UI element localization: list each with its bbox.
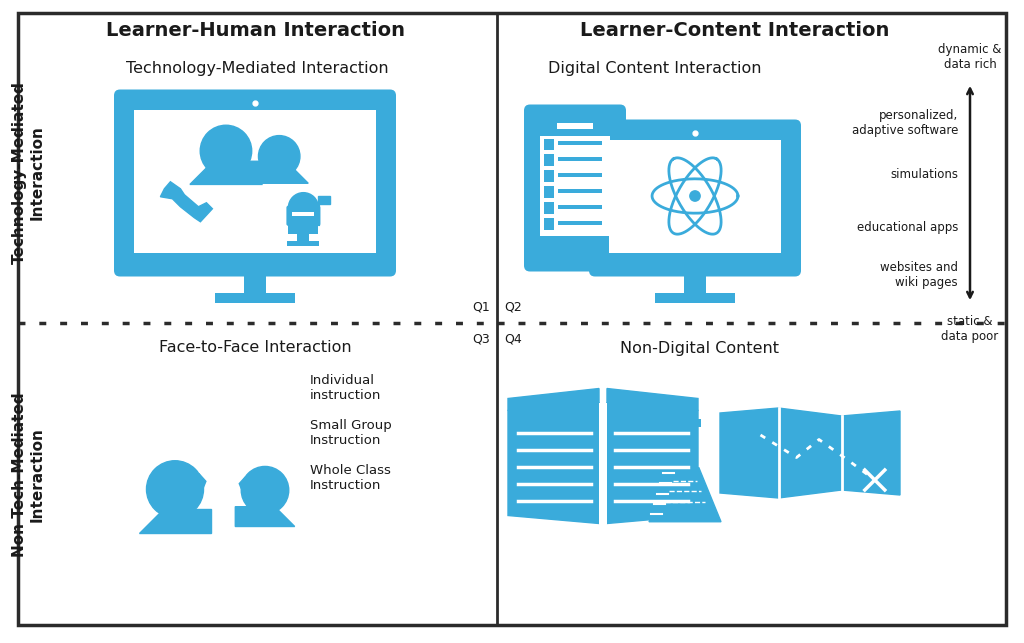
Polygon shape xyxy=(778,408,842,498)
Polygon shape xyxy=(248,165,308,183)
Bar xyxy=(609,140,781,253)
Text: Small Group
Instruction: Small Group Instruction xyxy=(310,419,392,447)
Text: Digital Content Interaction: Digital Content Interaction xyxy=(548,60,762,75)
Polygon shape xyxy=(236,507,295,527)
FancyBboxPatch shape xyxy=(287,206,321,226)
Text: Technology-Mediated Interaction: Technology-Mediated Interaction xyxy=(126,60,388,75)
Text: Q3: Q3 xyxy=(472,333,490,346)
Text: dynamic &
data rich: dynamic & data rich xyxy=(938,43,1001,71)
Circle shape xyxy=(289,193,318,222)
Text: Q1: Q1 xyxy=(472,300,490,313)
Circle shape xyxy=(242,466,289,514)
Bar xyxy=(540,136,610,235)
Bar xyxy=(599,403,607,523)
Bar xyxy=(297,232,309,244)
Bar xyxy=(289,224,318,234)
Bar xyxy=(675,427,695,467)
Bar xyxy=(558,221,602,224)
Bar xyxy=(244,271,266,293)
Bar xyxy=(544,186,554,198)
Text: educational apps: educational apps xyxy=(857,221,958,233)
Bar xyxy=(215,293,295,302)
Bar xyxy=(544,218,554,230)
Polygon shape xyxy=(189,161,264,185)
Polygon shape xyxy=(720,408,778,498)
Polygon shape xyxy=(508,403,599,523)
Bar xyxy=(293,212,314,217)
Bar xyxy=(544,138,554,150)
Bar xyxy=(558,189,602,193)
Polygon shape xyxy=(240,477,245,492)
Text: websites and
wiki pages: websites and wiki pages xyxy=(880,261,958,289)
Circle shape xyxy=(201,125,252,177)
Bar xyxy=(684,271,706,293)
Bar xyxy=(257,498,273,510)
Bar xyxy=(655,293,735,302)
Text: Face-to-Face Interaction: Face-to-Face Interaction xyxy=(159,341,351,356)
Text: Q2: Q2 xyxy=(504,300,522,313)
Bar xyxy=(544,170,554,182)
Text: simulations: simulations xyxy=(890,168,958,181)
Bar xyxy=(558,173,602,177)
Bar xyxy=(558,158,602,161)
Text: Technology-Mediated
Interaction: Technology-Mediated Interaction xyxy=(12,82,44,264)
Polygon shape xyxy=(139,509,211,533)
Polygon shape xyxy=(842,411,900,495)
Bar xyxy=(165,499,185,513)
FancyBboxPatch shape xyxy=(589,120,801,276)
Polygon shape xyxy=(607,403,698,523)
Text: Whole Class
Instruction: Whole Class Instruction xyxy=(310,464,391,492)
Text: personalized,
adaptive software: personalized, adaptive software xyxy=(852,109,958,137)
Polygon shape xyxy=(508,388,599,410)
Text: static &
data poor: static & data poor xyxy=(941,315,998,343)
Text: Individual
instruction: Individual instruction xyxy=(310,374,381,402)
Text: Learner-Content Interaction: Learner-Content Interaction xyxy=(581,21,890,41)
Text: Non Tech-Mediated
Interaction: Non Tech-Mediated Interaction xyxy=(12,393,44,557)
Text: Non-Digital Content: Non-Digital Content xyxy=(621,341,779,356)
Polygon shape xyxy=(649,467,721,521)
Polygon shape xyxy=(318,196,331,204)
Polygon shape xyxy=(161,182,212,222)
Polygon shape xyxy=(607,388,698,410)
Text: Learner-Human Interaction: Learner-Human Interaction xyxy=(105,21,404,41)
Circle shape xyxy=(258,136,300,177)
Bar xyxy=(288,241,319,246)
FancyBboxPatch shape xyxy=(524,105,626,271)
Bar xyxy=(558,141,602,145)
Circle shape xyxy=(690,191,700,201)
Bar xyxy=(557,123,593,129)
Bar xyxy=(134,109,376,253)
Bar xyxy=(544,154,554,166)
Bar xyxy=(544,202,554,213)
Circle shape xyxy=(146,461,204,518)
Bar xyxy=(214,156,238,172)
Bar xyxy=(558,204,602,209)
Text: Q4: Q4 xyxy=(504,333,522,346)
Bar xyxy=(669,419,700,427)
FancyBboxPatch shape xyxy=(114,89,396,276)
Polygon shape xyxy=(199,473,206,491)
